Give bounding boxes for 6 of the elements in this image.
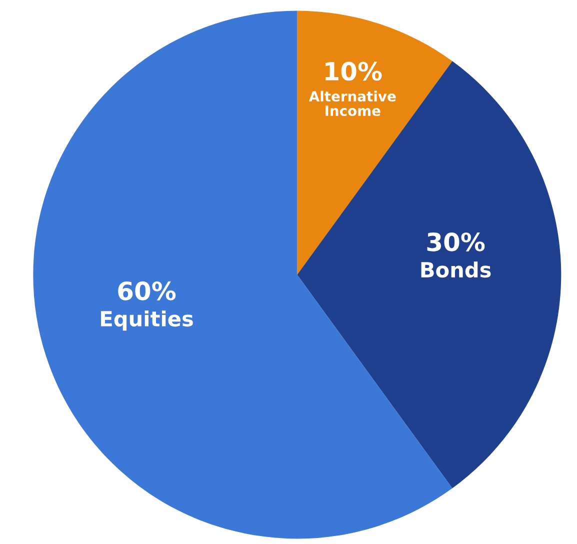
data-label: 10%: [326, 62, 382, 81]
slice-label: Bonds: [421, 262, 491, 278]
slice-label: Alternative Income: [308, 90, 396, 116]
data-label: 30%: [427, 232, 485, 252]
data-label: 60%: [118, 281, 176, 300]
slice-label: Equities: [101, 310, 193, 331]
